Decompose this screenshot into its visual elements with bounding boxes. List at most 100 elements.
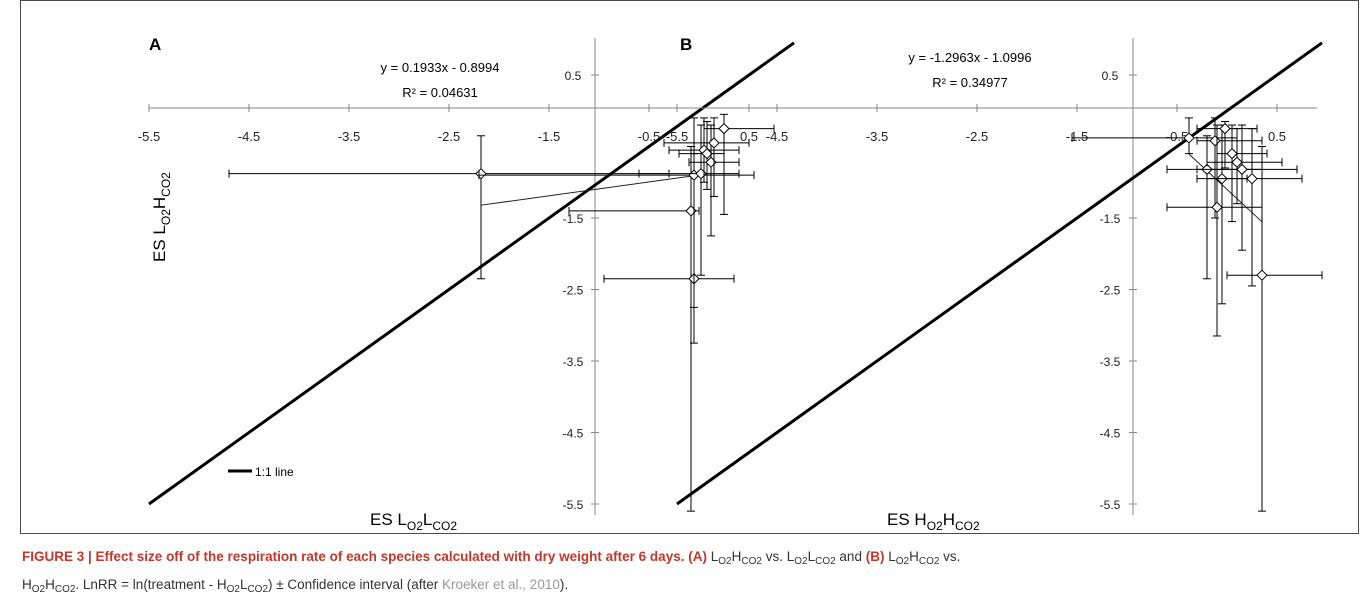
y-tick-label: -1.5 (563, 212, 584, 226)
data-point-marker (1219, 122, 1231, 135)
y-label-sub1: O2 (159, 209, 173, 225)
caption-citation-link[interactable]: Kroeker et al., 2010 (442, 577, 560, 592)
data-point-marker (1211, 201, 1223, 213)
caption-a-p1: L (710, 549, 719, 564)
caption-tag-b: (B) (865, 549, 885, 564)
chart-frame (20, 0, 1359, 534)
y-tick-label: -4.5 (1100, 427, 1121, 441)
caption-a-p4: L (807, 549, 816, 564)
r-squared-label: R² = 0.34977 (932, 75, 1008, 90)
one-to-one-line (676, 41, 1323, 506)
x-tick-label: -4.5 (766, 129, 788, 144)
caption-a-vs: vs. (765, 549, 783, 564)
y-tick-label: -2.5 (1100, 284, 1121, 298)
y-tick-label: -3.5 (1100, 355, 1121, 369)
caption-lead: FIGURE 3 | Effect size off of the respir… (22, 549, 685, 564)
data-point-marker (1209, 135, 1221, 147)
y-tick-label: 0.5 (1102, 69, 1119, 83)
y-tick-label: 0.5 (565, 69, 582, 83)
x-tick-label: -2.5 (438, 129, 460, 144)
r-squared-label: R² = 0.04631 (402, 85, 478, 100)
y-tick-label: -1.5 (1100, 212, 1121, 226)
trend-line (480, 174, 702, 206)
data-point-marker (1183, 132, 1195, 144)
caption-tail-2: L (239, 577, 248, 592)
x-label-main: ES L (370, 510, 407, 529)
y-tick-label: -5.5 (563, 498, 584, 512)
y-tick-label: -2.5 (563, 284, 584, 298)
data-point-marker (1226, 147, 1238, 160)
x-label-sub1: O2 (407, 519, 423, 533)
x-tick-label: -3.5 (338, 129, 360, 144)
legend-label: 1:1 line (255, 465, 294, 479)
y-tick-label: -3.5 (563, 355, 584, 369)
caption-a-p3: L (786, 549, 795, 564)
data-point-marker (1256, 269, 1268, 281)
x-tick-label: -4.5 (238, 129, 260, 144)
caption-a-s4: CO2 (815, 556, 836, 567)
data-point-marker (718, 122, 730, 135)
data-point-marker (475, 167, 487, 180)
x-tick-label: -5.5 (666, 129, 688, 144)
x-label-sub1: O2 (927, 519, 943, 533)
x-label-sub2: CO2 (432, 519, 457, 533)
y-axis-label: ES LO2HCO2 (150, 172, 173, 262)
caption-tag-a: (A) (688, 549, 707, 564)
panel-letter: A (149, 35, 161, 54)
y-tick-label: -5.5 (1100, 498, 1121, 512)
caption-b-s2: CO2 (918, 556, 940, 567)
x-tick-label: -1.5 (1066, 129, 1088, 144)
caption-tail-3: ) ± Confidence interval (after (268, 577, 439, 592)
y-tick-label: -4.5 (563, 427, 584, 441)
x-tick-label: 0.5 (1268, 129, 1286, 144)
x-label-sub2: CO2 (955, 519, 980, 533)
trend-line (1188, 153, 1263, 223)
x-tick-label: -0.5 (638, 129, 660, 144)
caption-a-s1: O2 (718, 556, 732, 567)
regression-equation: y = -1.2963x - 1.0996 (908, 50, 1031, 65)
x-tick-label: -2.5 (966, 129, 988, 144)
caption-tail-s2: CO2 (247, 584, 269, 595)
x-tick-label: -0.5 (1166, 129, 1188, 144)
caption-and: and (839, 549, 862, 564)
y-label-sub2: CO2 (159, 172, 173, 197)
caption-a-p2: H (731, 549, 742, 564)
regression-equation: y = 0.1933x - 0.8994 (381, 60, 500, 75)
x-axis-label: ES LO2LCO2 (370, 510, 457, 533)
caption-b-p4: H (45, 577, 55, 592)
caption-b-p2: H (909, 549, 919, 564)
caption-tail-s1: O2 (226, 584, 240, 595)
x-axis-label: ES HO2HCO2 (887, 510, 980, 533)
x-tick-label: -1.5 (538, 129, 560, 144)
data-point-marker (701, 147, 713, 160)
caption-b-s3: O2 (31, 584, 46, 595)
data-point-marker (708, 137, 720, 149)
y-label-mid: H (150, 197, 169, 209)
caption-b-p1: L (888, 549, 896, 564)
one-to-one-line (148, 41, 795, 506)
x-label-main: ES H (887, 510, 927, 529)
x-label-mid: H (943, 510, 955, 529)
x-label-mid: L (423, 510, 432, 529)
caption-tail-4: ). (559, 577, 569, 592)
data-point-marker (1246, 172, 1258, 185)
caption-b-s1: O2 (895, 556, 910, 567)
figure-svg: -5.5 -4.5 -3.5 -2.5 -1.5 -0.5 0.5 0.5 -1.5 -2.5 -3… (138, 35, 1323, 533)
figure-caption: FIGURE 3 | Effect size off of the respir… (22, 545, 1352, 601)
panel-a: -5.5 -4.5 -3.5 -2.5 -1.5 -0.5 0.5 0.5 -1.5 -2.5 -3… (138, 35, 795, 533)
caption-a-s3: O2 (794, 556, 808, 567)
caption-a-s2: CO2 (741, 556, 762, 567)
data-point-marker (1236, 163, 1248, 176)
data-point-marker (1231, 156, 1243, 168)
caption-b-vs: vs. (943, 549, 961, 564)
x-tick-label: 0.5 (740, 129, 758, 144)
panel-letter: B (680, 35, 692, 54)
x-tick-label: -3.5 (866, 129, 888, 144)
caption-tail-1: . LnRR = ln(treatment - H (75, 577, 227, 592)
panel-b: -5.5 -4.5 -3.5 -2.5 -1.5 -0.5 0.5 0.5 -1.5 -2.5 -3… (666, 35, 1323, 533)
caption-b-p3: H (22, 577, 32, 592)
y-label-main: ES L (150, 225, 169, 262)
caption-b-s4: CO2 (54, 584, 76, 595)
x-tick-label: -5.5 (138, 129, 160, 144)
